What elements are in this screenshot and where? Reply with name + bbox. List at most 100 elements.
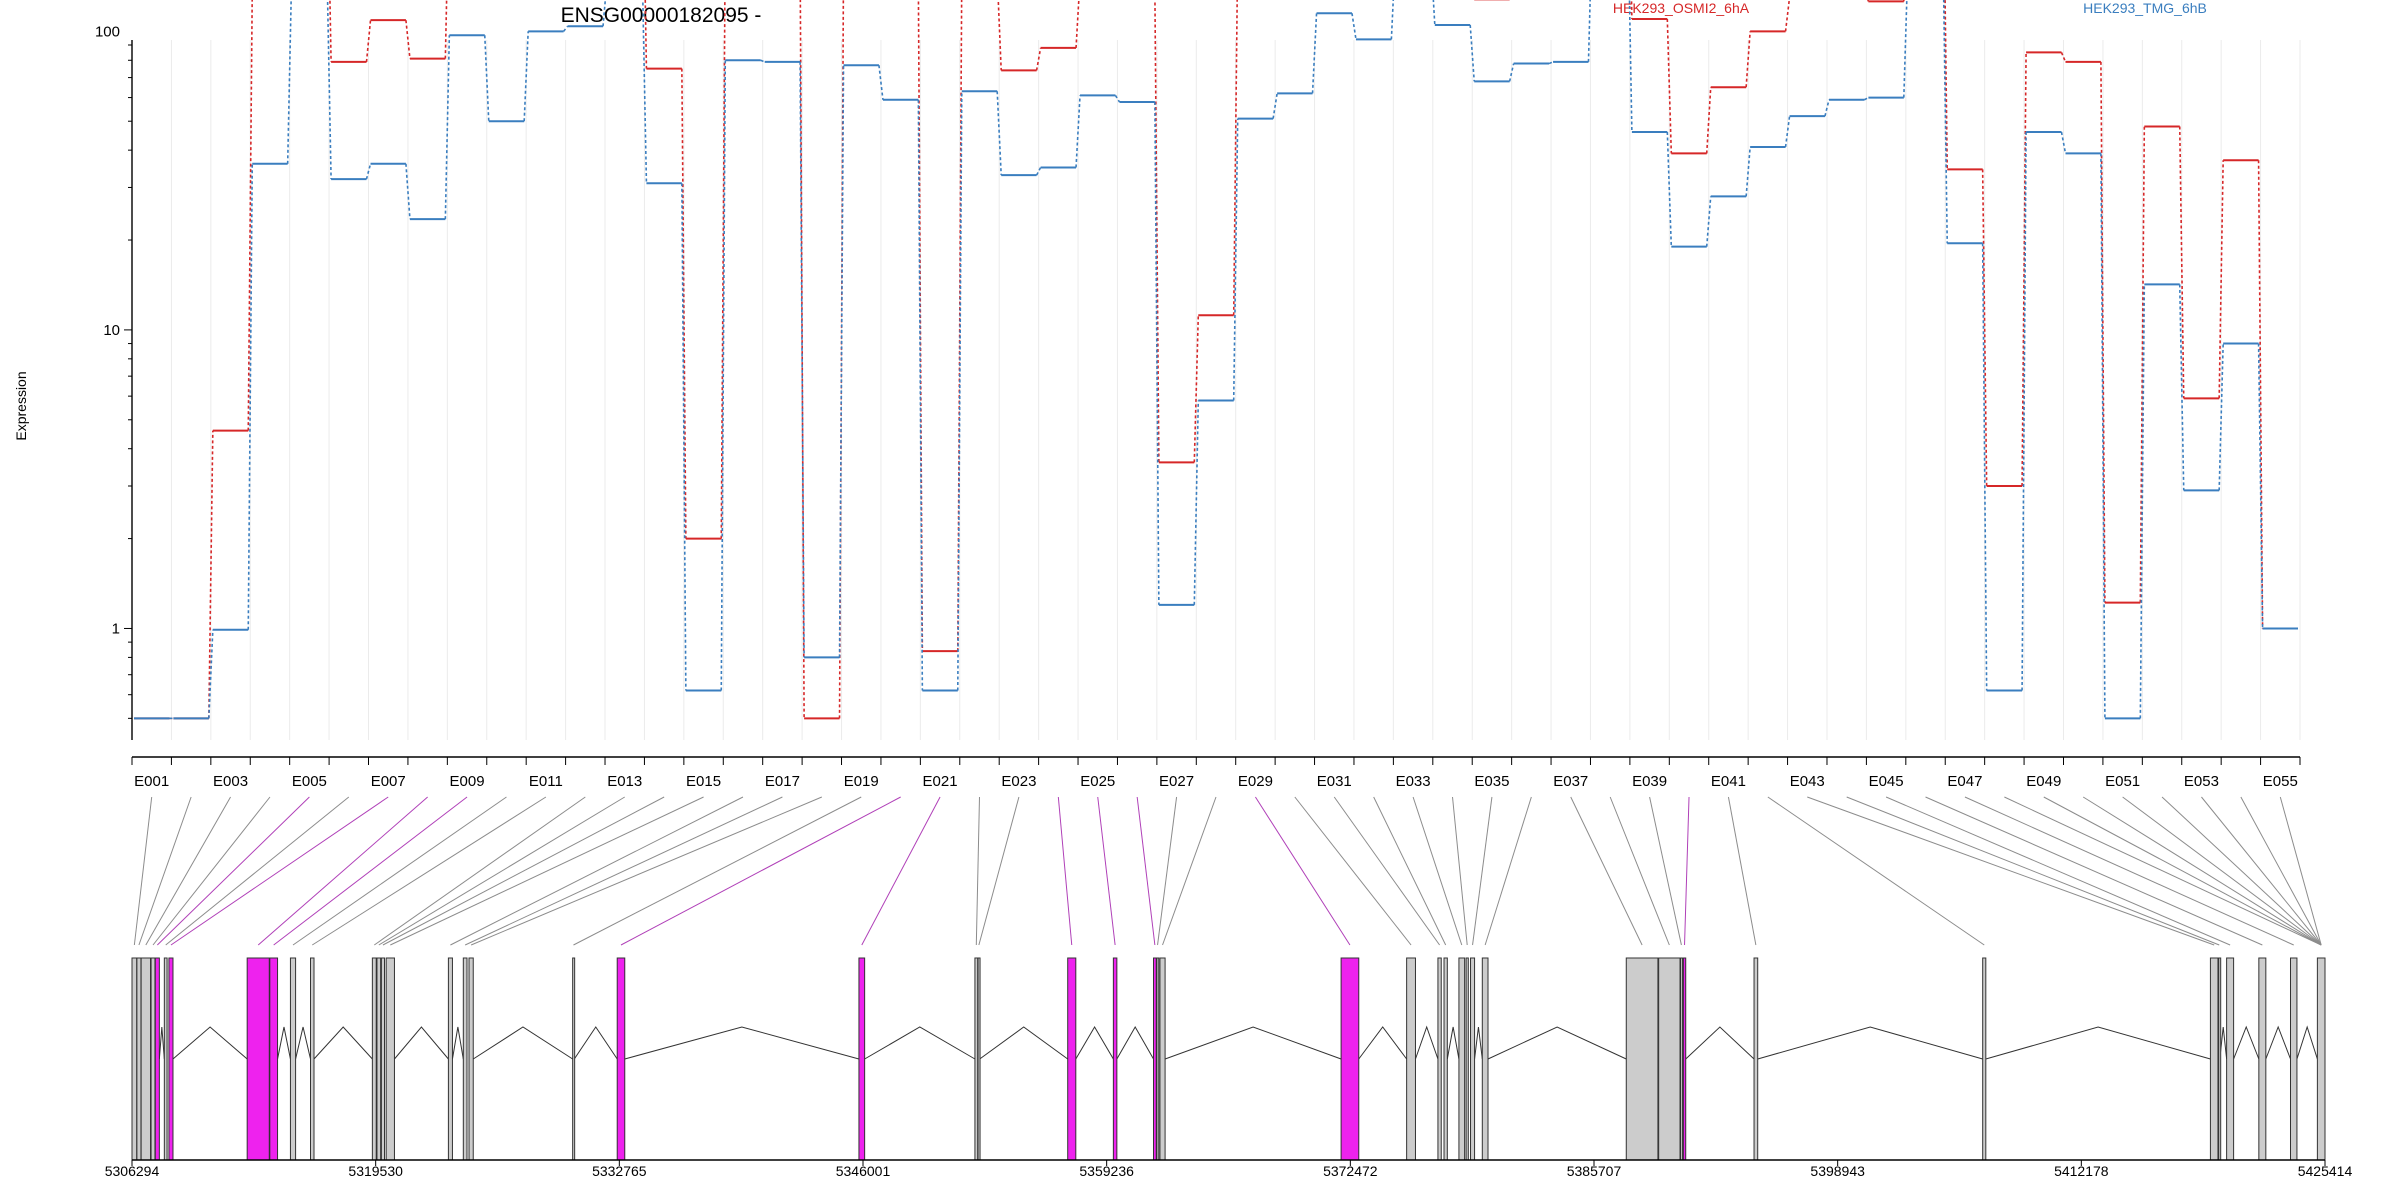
connector-E046 xyxy=(1925,796,2263,946)
series-connector xyxy=(1311,13,1318,94)
exon-box-E041 xyxy=(1753,957,1759,1161)
exon-box-E024 xyxy=(1067,957,1077,1161)
series-connector xyxy=(2060,52,2067,63)
series-connector xyxy=(247,163,254,630)
connector-E032 xyxy=(1373,796,1447,946)
series-connector xyxy=(2139,126,2146,603)
intron xyxy=(158,1026,165,1060)
exon-box-E017 xyxy=(462,957,468,1161)
connector-E014 xyxy=(382,796,665,946)
series-connector xyxy=(1035,167,1042,176)
exon-box-E006 xyxy=(163,957,168,1161)
intron xyxy=(1757,1026,1983,1060)
series-connector xyxy=(1154,0,1160,463)
exon-box-E035 xyxy=(1470,957,1476,1161)
gene-model xyxy=(131,957,2326,1161)
exon-box-E029 xyxy=(1340,957,1360,1161)
exon-box-E033 xyxy=(1458,957,1466,1161)
intron xyxy=(1358,1026,1408,1060)
series-connector xyxy=(208,430,214,719)
connector-E029 xyxy=(1254,796,1351,946)
series-connector xyxy=(1824,99,1830,117)
intron xyxy=(573,1026,618,1060)
exon-connector-lines xyxy=(133,796,2322,946)
intron xyxy=(1985,1026,2211,1060)
series-connector xyxy=(1628,0,1633,133)
connector-E047 xyxy=(1964,796,2294,946)
intron xyxy=(1116,1025,1154,1060)
connector-E027 xyxy=(1157,796,1178,946)
series-connector xyxy=(523,31,529,122)
genomic-tick-label: 5412178 xyxy=(2054,1163,2109,1179)
exon-box-E037 xyxy=(1625,957,1659,1161)
series-connector xyxy=(1469,24,1476,82)
connector-E022 xyxy=(975,796,980,946)
series-connector xyxy=(878,65,884,100)
series-connector xyxy=(1548,61,1554,65)
intron xyxy=(1446,1026,1460,1060)
intron xyxy=(2265,1025,2291,1060)
x-tick-label: E045 xyxy=(1869,773,1904,790)
series-connector xyxy=(799,0,805,719)
intron xyxy=(1415,1025,1439,1060)
x-tick-label: E027 xyxy=(1159,773,1194,790)
y-tick-label: 10 xyxy=(103,322,120,339)
connector-E055 xyxy=(2279,796,2322,946)
series-connector xyxy=(1745,146,1751,197)
connector-E039 xyxy=(1649,796,1682,946)
series-connector xyxy=(1864,96,1869,101)
series-connector xyxy=(1351,13,1357,40)
series-connector xyxy=(1587,0,1591,62)
x-tick-label: E025 xyxy=(1080,773,1115,790)
intron xyxy=(1164,1026,1342,1060)
intron xyxy=(313,1026,373,1060)
y-tick-label: 100 xyxy=(95,23,120,40)
x-tick-label: E007 xyxy=(371,773,406,790)
exon-box-E007 xyxy=(168,957,174,1161)
connector-E024 xyxy=(1057,796,1073,946)
x-tick-label: E009 xyxy=(450,773,485,790)
exon-box-E030 xyxy=(1406,957,1416,1161)
connector-E031 xyxy=(1333,796,1440,946)
intron xyxy=(1474,1026,1483,1060)
exon-box-E046 xyxy=(2258,957,2267,1161)
exon-box-E023 xyxy=(977,957,981,1161)
genomic-tick-label: 5306294 xyxy=(105,1163,160,1179)
exon-box-E008 xyxy=(246,957,270,1161)
exon-box-E009 xyxy=(269,957,279,1161)
x-tick-label: E049 xyxy=(2026,773,2061,790)
series-connector xyxy=(1432,0,1436,26)
intron xyxy=(624,1026,860,1060)
intron xyxy=(172,1026,248,1060)
series-connector xyxy=(1114,95,1121,103)
series-connector xyxy=(644,0,648,69)
connector-E004 xyxy=(152,796,271,946)
intron xyxy=(979,1026,1069,1060)
series-connector xyxy=(1193,400,1200,605)
genomic-tick-label: 5385707 xyxy=(1567,1163,1622,1179)
connector-E001 xyxy=(133,796,153,946)
x-tick-label: E053 xyxy=(2184,773,2219,790)
connector-E016 xyxy=(450,796,744,946)
connector-E044 xyxy=(1846,796,2220,946)
series-connector xyxy=(326,0,332,180)
connector-E034 xyxy=(1452,796,1468,946)
intron xyxy=(394,1026,449,1060)
connector-E053 xyxy=(2201,796,2322,946)
genomic-tick-label: 5332765 xyxy=(592,1163,647,1179)
connector-E019 xyxy=(573,796,862,946)
chart-title: ENSG00000182095 - xyxy=(561,4,762,27)
genomic-tick-label: 5425414 xyxy=(2298,1163,2353,1179)
exon-box-E048 xyxy=(2316,957,2326,1161)
connector-E006 xyxy=(165,796,350,946)
series-connector xyxy=(365,20,372,62)
series-connector xyxy=(1666,18,1673,154)
genomic-tick-label: 5359236 xyxy=(1079,1163,1134,1179)
series-connector xyxy=(1035,47,1042,71)
exon-box-E036 xyxy=(1481,957,1489,1161)
connector-E038 xyxy=(1609,796,1670,946)
intron xyxy=(472,1026,573,1060)
series-connector xyxy=(2178,284,2185,491)
exon-box-E003 xyxy=(140,957,152,1161)
